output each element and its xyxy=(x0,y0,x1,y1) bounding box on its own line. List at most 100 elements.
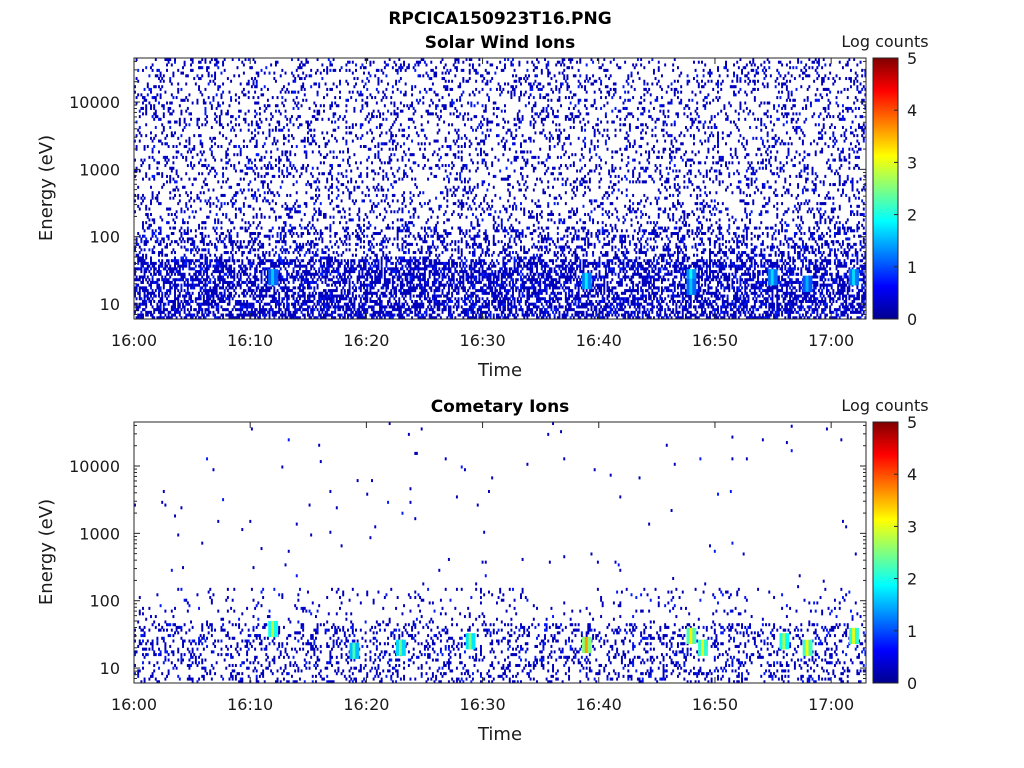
count-cell xyxy=(396,218,399,222)
count-cell xyxy=(433,261,436,265)
count-cell xyxy=(220,286,223,290)
count-cell xyxy=(295,210,298,214)
count-cell xyxy=(290,226,293,230)
count-cell xyxy=(255,139,258,143)
count-cell xyxy=(223,202,226,206)
count-cell xyxy=(228,232,231,236)
count-cell xyxy=(142,177,144,181)
count-cell xyxy=(407,63,410,67)
count-cell xyxy=(343,215,346,219)
count-cell xyxy=(411,289,414,293)
count-cell xyxy=(153,104,156,108)
count-cell xyxy=(153,272,156,276)
count-cell xyxy=(271,310,274,314)
count-cell xyxy=(284,286,287,290)
count-cell xyxy=(430,166,433,170)
count-cell xyxy=(266,270,269,274)
count-cell xyxy=(334,308,337,312)
count-cell xyxy=(234,286,237,290)
count-cell xyxy=(230,270,233,274)
count-cell xyxy=(154,196,157,200)
count-cell xyxy=(423,310,426,314)
count-cell xyxy=(199,305,202,309)
count-cell xyxy=(412,278,415,282)
count-cell xyxy=(161,316,164,320)
count-cell xyxy=(337,294,340,298)
count-cell xyxy=(142,289,144,293)
count-cell xyxy=(156,172,159,176)
count-cell xyxy=(422,128,425,132)
count-cell xyxy=(399,123,402,127)
count-cell xyxy=(331,104,333,108)
count-cell xyxy=(274,291,277,295)
count-cell xyxy=(233,153,236,157)
count-cell xyxy=(318,302,321,306)
count-cell xyxy=(342,305,345,309)
count-cell xyxy=(419,90,422,94)
count-cell xyxy=(310,256,313,260)
count-cell xyxy=(287,280,290,284)
count-cell xyxy=(282,104,285,108)
count-cell xyxy=(380,275,383,279)
count-cell xyxy=(159,289,162,293)
count-cell xyxy=(143,158,146,162)
count-cell xyxy=(390,270,393,274)
count-cell xyxy=(367,305,370,309)
count-cell xyxy=(145,299,148,303)
count-cell xyxy=(404,275,407,279)
count-cell xyxy=(134,289,136,293)
count-cell xyxy=(369,280,372,284)
count-cell xyxy=(161,253,164,257)
count-cell xyxy=(305,155,308,159)
count-cell xyxy=(345,310,348,314)
count-cell xyxy=(228,280,231,284)
count-cell xyxy=(159,242,162,246)
count-cell xyxy=(446,85,449,89)
count-cell xyxy=(201,237,204,241)
count-cell xyxy=(310,286,313,290)
count-cell xyxy=(236,302,239,306)
count-cell xyxy=(382,310,385,314)
count-cell xyxy=(161,77,164,81)
count-cell xyxy=(289,117,292,121)
count-cell xyxy=(420,289,423,293)
count-cell xyxy=(150,302,152,306)
count-cell xyxy=(435,106,438,110)
count-cell xyxy=(244,172,247,176)
count-cell xyxy=(140,202,143,206)
count-cell xyxy=(305,226,308,230)
count-cell xyxy=(282,305,285,309)
count-cell xyxy=(327,253,330,257)
count-cell xyxy=(311,240,314,244)
count-cell xyxy=(209,210,212,214)
count-cell xyxy=(228,259,231,263)
count-cell xyxy=(166,221,168,225)
count-cell xyxy=(411,259,414,263)
count-cell xyxy=(409,291,412,295)
count-cell xyxy=(419,286,422,290)
count-cell xyxy=(302,289,305,293)
count-cell xyxy=(138,291,141,295)
count-cell xyxy=(391,308,394,312)
count-cell xyxy=(361,267,364,271)
count-cell xyxy=(303,253,306,257)
count-cell xyxy=(177,188,180,192)
count-cell xyxy=(233,226,236,230)
count-cell xyxy=(313,232,316,236)
count-cell xyxy=(422,153,425,157)
count-cell xyxy=(134,199,136,203)
count-cell xyxy=(306,299,309,303)
count-cell xyxy=(339,210,341,214)
count-cell xyxy=(202,237,205,241)
count-cell xyxy=(396,199,399,203)
count-cell xyxy=(255,270,258,274)
count-cell xyxy=(250,289,253,293)
count-cell xyxy=(255,289,258,293)
count-cell xyxy=(438,275,441,279)
count-cell xyxy=(419,275,422,279)
count-cell xyxy=(175,210,178,214)
count-cell xyxy=(380,240,383,244)
count-cell xyxy=(331,134,333,138)
count-cell xyxy=(337,193,340,197)
count-cell xyxy=(206,313,209,317)
